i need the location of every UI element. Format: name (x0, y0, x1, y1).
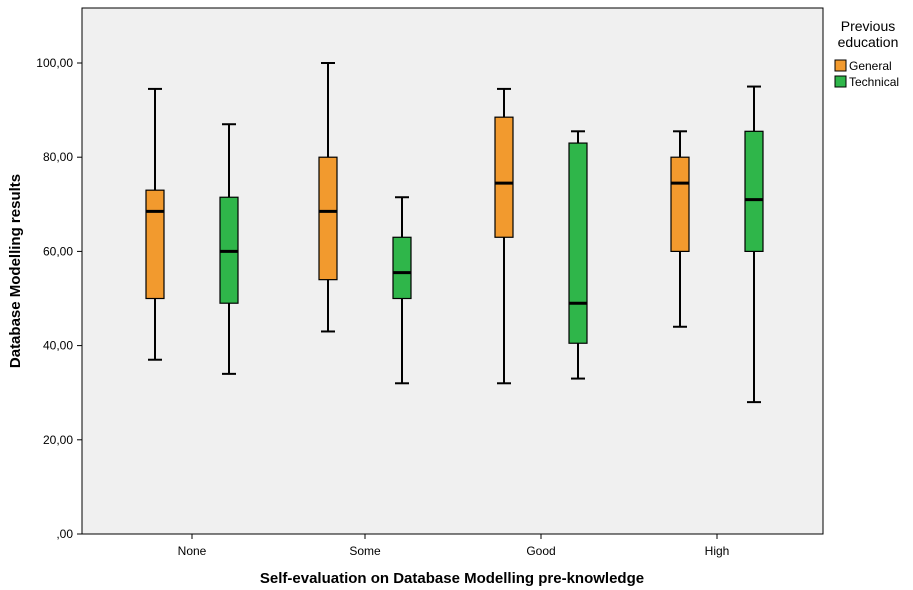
legend-title-line-1: Previous (841, 18, 895, 34)
legend-label-general: General (849, 59, 892, 73)
box-series (145, 62, 764, 404)
box-body (392, 236, 412, 300)
x-tick-label: Good (526, 544, 555, 558)
box-body (318, 156, 338, 281)
box-body (145, 189, 165, 300)
box-general-some (318, 62, 338, 333)
y-axis: ,00 20,00 40,00 60,00 80,00 100,00 (36, 56, 82, 541)
y-tick-label: ,00 (56, 527, 73, 541)
x-tick-label: None (178, 544, 207, 558)
x-tick-label: Some (349, 544, 381, 558)
box-technical-none (219, 123, 239, 375)
y-tick-label: 20,00 (43, 433, 73, 447)
box-body (568, 142, 588, 344)
y-tick-label: 60,00 (43, 244, 73, 258)
legend: Previous education General Technical (834, 18, 899, 89)
y-axis-title: Database Modelling results (7, 174, 24, 368)
y-tick-label: 40,00 (43, 339, 73, 353)
box-general-high (670, 130, 690, 328)
y-tick-label: 100,00 (36, 56, 73, 70)
box-technical-good (568, 130, 588, 380)
box-technical-some (392, 196, 412, 385)
box-body (744, 130, 764, 253)
legend-swatch-general (834, 59, 847, 72)
plot-background (81, 7, 824, 535)
box-body (494, 116, 514, 238)
box-general-none (145, 87, 165, 361)
box-technical-high (744, 85, 764, 404)
x-axis-title: Self-evaluation on Database Modelling pr… (260, 570, 644, 587)
legend-title-line-2: education (838, 34, 899, 50)
legend-label-technical: Technical (849, 75, 899, 89)
y-tick-label: 80,00 (43, 150, 73, 164)
x-tick-label: High (705, 544, 730, 558)
box-body (670, 156, 690, 252)
x-axis: None Some Good High (178, 534, 730, 558)
legend-swatch-technical (834, 75, 847, 88)
box-general-good (494, 87, 514, 385)
